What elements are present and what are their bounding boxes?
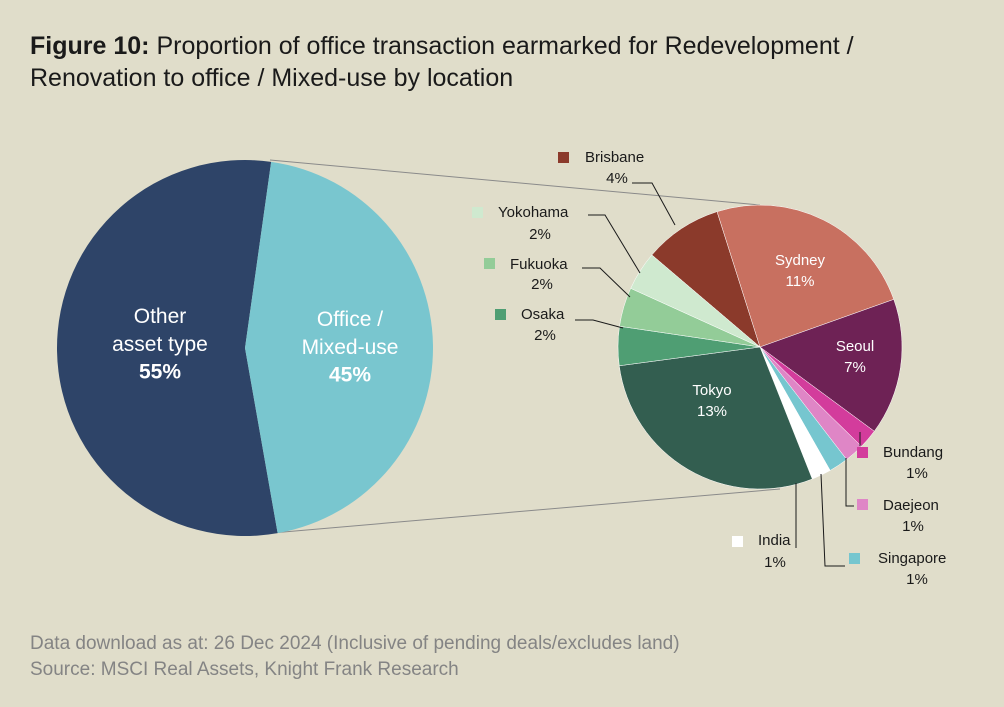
legend-swatch [857,499,868,510]
legend-swatch [495,309,506,320]
slice-value: 4% [606,170,628,187]
slice-value: 1% [906,465,928,482]
footer: Data download as at: 26 Dec 2024 (Inclus… [30,631,680,683]
pie-slice [56,159,278,536]
leader-line [820,473,845,567]
slice-value: 2% [531,276,553,293]
slice-value: 1% [902,518,924,535]
slice-label: Fukuoka [510,256,568,273]
slice-label: Office / Mixed-use [302,308,399,359]
pie-slice [245,161,433,534]
slice-label: Bundang [883,444,943,461]
pie-slice [716,204,895,348]
leader-line [575,319,624,329]
slice-value: 1% [764,554,786,571]
connector-line [269,159,761,206]
slice-value: 55% [139,361,181,384]
legend-swatch [558,152,569,163]
slice-value: 2% [529,226,551,243]
slice-label: Osaka [521,306,565,323]
slice-value: 13% [697,403,727,420]
leader-line [582,267,631,298]
slice-label: Tokyo [692,382,731,399]
slice-label: Seoul [836,338,874,355]
slice-label: Daejeon [883,497,939,514]
legend-swatch [472,207,483,218]
slice-label: Sydney [775,252,826,269]
slice-label: Other asset type [112,305,208,356]
source: Source: MSCI Real Assets, Knight Frank R… [30,659,459,680]
connector-line [271,488,781,534]
slice-value: 2% [534,327,556,344]
slice-value: 7% [844,359,866,376]
leader-line [845,458,854,507]
pie-slice [759,299,903,432]
title-label: Figure 10: [30,32,150,60]
slice-label: Brisbane [585,149,644,166]
legend-swatch [857,447,868,458]
title-text: Proportion of office transaction earmark… [30,32,854,92]
slice-label: Yokohama [498,204,569,221]
slice-label: Singapore [878,550,946,567]
slice-value: 45% [329,364,371,387]
legend-swatch [484,258,495,269]
legend-swatch [732,536,743,547]
title: Figure 10: Proportion of office transact… [30,30,960,94]
leader-line [632,182,676,226]
slice-value: 11% [786,273,815,290]
legend-swatch [849,553,860,564]
slice-label: India [758,532,791,549]
footnote: Data download as at: 26 Dec 2024 (Inclus… [30,633,680,654]
pie-slice [618,346,813,490]
leader-line [588,214,641,274]
slice-value: 1% [906,571,928,588]
pie-slice [630,254,761,348]
